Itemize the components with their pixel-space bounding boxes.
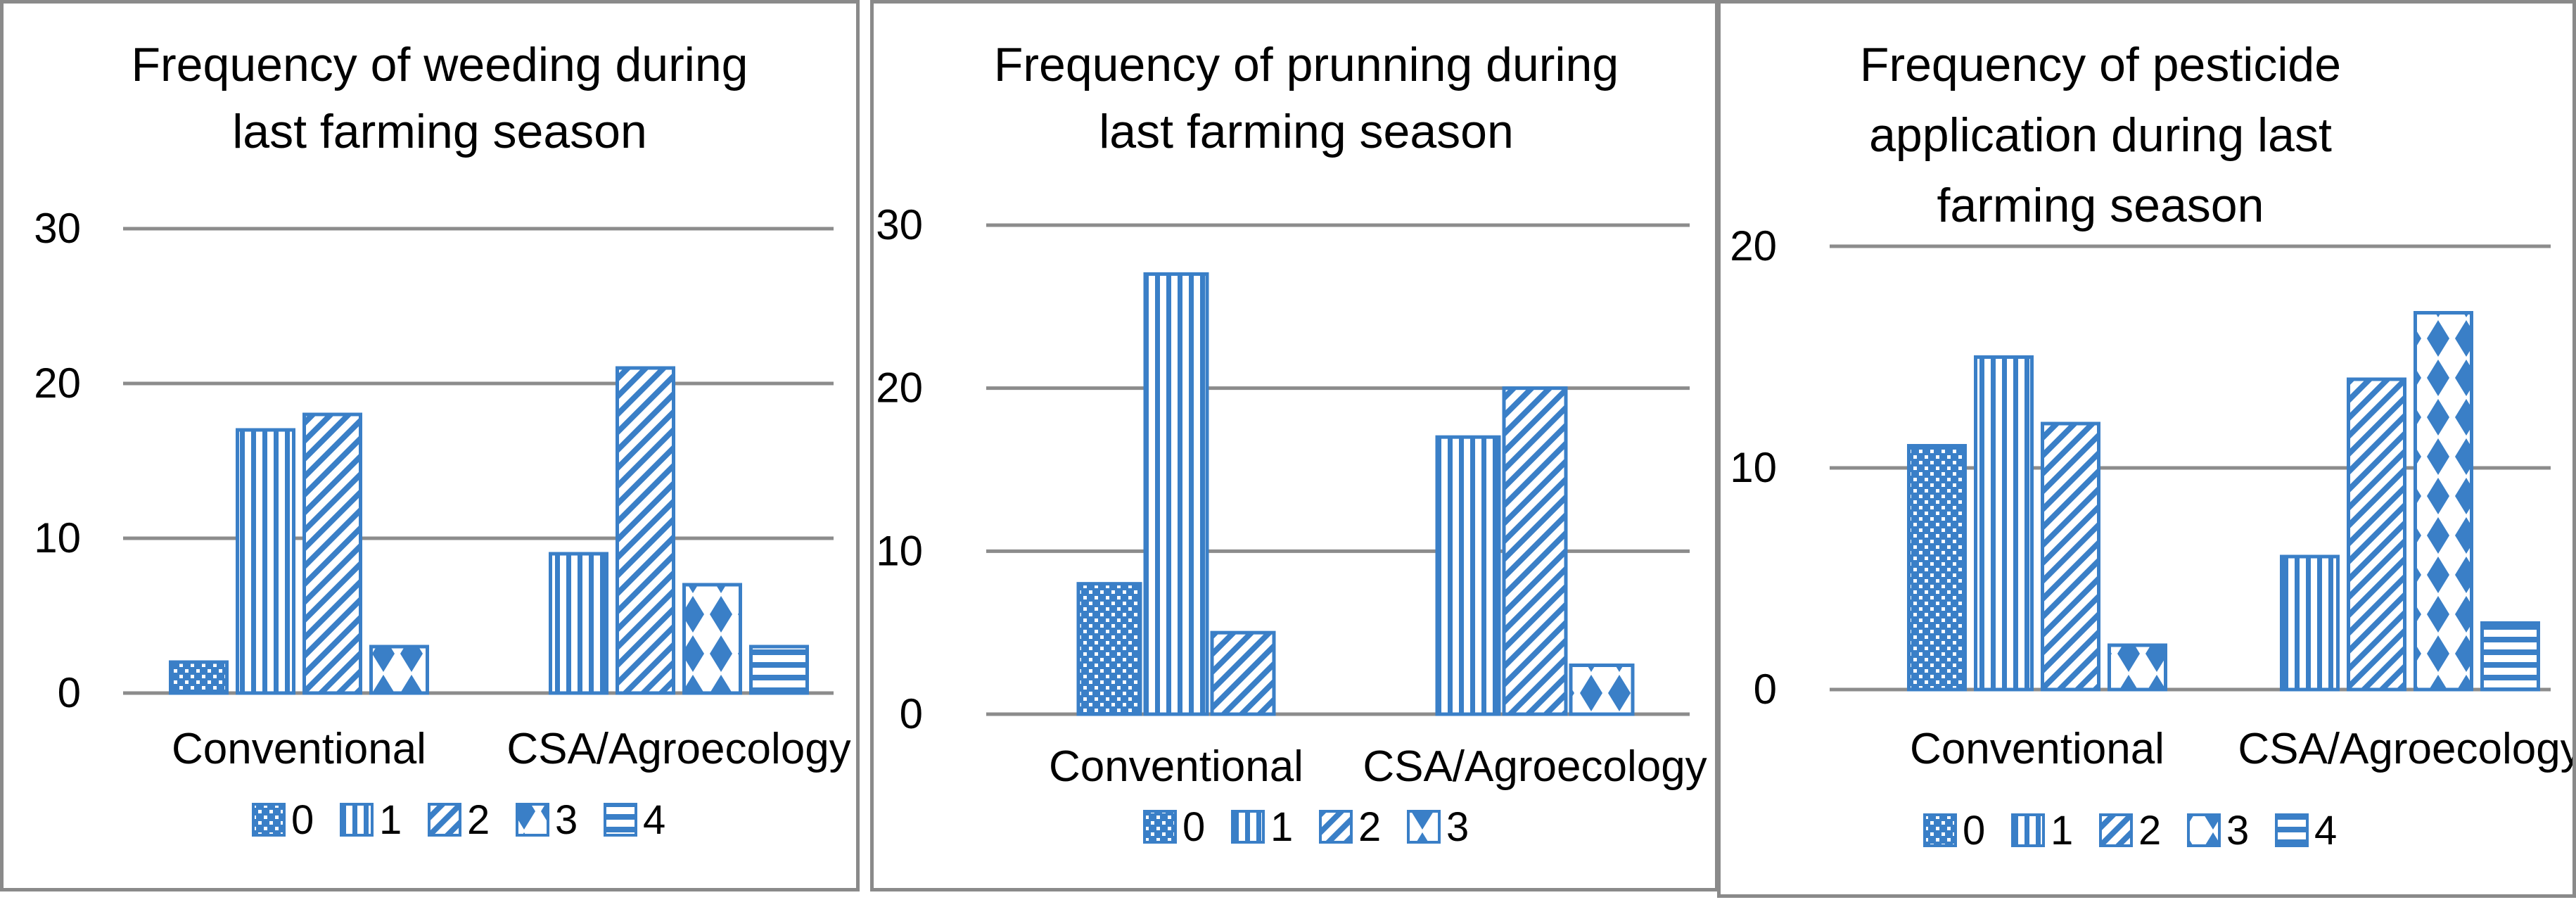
legend-swatch-0: [252, 803, 286, 837]
bar-series-2-csa-agroecology: [2347, 377, 2406, 692]
bar-series-3-csa-agroecology: [1569, 664, 1635, 716]
bar-series-3-conventional: [369, 645, 429, 695]
legend-swatch-0: [1923, 813, 1957, 847]
y-tick-label: 30: [876, 201, 923, 248]
legend-swatch-1: [1231, 810, 1265, 844]
bar-series-1-csa-agroecology: [549, 552, 608, 695]
legend-label-2: 2: [467, 797, 490, 843]
bar-series-2-conventional: [2041, 421, 2100, 692]
bar-series-0-conventional: [1076, 582, 1142, 716]
y-tick-label: 20: [876, 364, 923, 412]
chart-title-line: last farming season: [1099, 105, 1514, 158]
legend-swatch-2: [1319, 810, 1353, 844]
y-tick-label: 20: [1730, 222, 1777, 269]
legend-swatch-3: [2187, 813, 2221, 847]
chart-title-line: Frequency of prunning during: [994, 38, 1619, 91]
chart-panel-weeding: Frequency of weeding during last farming…: [0, 0, 860, 891]
category-label: CSA/Agroecology: [506, 725, 850, 773]
legend-label-0: 0: [291, 797, 314, 843]
legend-label-4: 4: [643, 797, 665, 843]
legend-label-0: 0: [1182, 804, 1205, 850]
chart-svg-prunning: Frequency of prunning during last farmin…: [876, 38, 1707, 850]
legend-label-2: 2: [1358, 804, 1381, 850]
chart-panel-prunning: Frequency of prunning during last farmin…: [870, 0, 1719, 891]
legend-swatch-0: [1143, 810, 1177, 844]
y-tick-label: 0: [900, 690, 923, 737]
legend-swatch-2: [428, 803, 461, 837]
legend-label-4: 4: [2314, 808, 2337, 853]
legend-swatch-1: [2011, 813, 2045, 847]
bar-series-0-conventional: [1907, 444, 1967, 692]
y-tick-label: 20: [34, 360, 81, 407]
bar-series-3-conventional: [2108, 643, 2167, 692]
bar-series-0-conventional: [169, 660, 229, 695]
bar-series-2-conventional: [302, 412, 362, 695]
chart-title-line: application during last: [1869, 108, 2332, 162]
legend-swatch-2: [2099, 813, 2133, 847]
y-tick-label: 0: [58, 669, 81, 716]
chart-title-line: last farming season: [232, 105, 647, 158]
y-tick-label: 0: [1754, 666, 1777, 713]
legend-swatch-3: [516, 803, 549, 837]
chart-title-line: Frequency of weeding during: [132, 38, 748, 91]
chart-svg-weeding: Frequency of weeding during last farming…: [34, 38, 850, 843]
legend-swatch-4: [604, 803, 637, 837]
legend-label-0: 0: [1963, 808, 1985, 853]
legend-label-3: 3: [555, 797, 578, 843]
legend-swatch-3: [1407, 810, 1441, 844]
legend-label-1: 1: [2051, 808, 2073, 853]
category-label: CSA/Agroecology: [1363, 742, 1707, 791]
category-label: Conventional: [172, 725, 426, 773]
bar-series-2-csa-agroecology: [1502, 386, 1568, 716]
y-tick-label: 10: [1730, 444, 1777, 491]
legend-label-1: 1: [1270, 804, 1293, 850]
legend-label-2: 2: [2138, 808, 2161, 853]
legend-swatch-4: [2275, 813, 2309, 847]
chart-title-line: farming season: [1937, 179, 2264, 232]
y-tick-label: 10: [876, 527, 923, 574]
bar-series-1-conventional: [236, 428, 295, 695]
y-tick-label: 30: [34, 205, 81, 252]
legend-label-3: 3: [1446, 804, 1469, 850]
bar-series-3-csa-agroecology: [2414, 311, 2473, 692]
bar-series-2-csa-agroecology: [616, 366, 675, 695]
bar-series-1-conventional: [1974, 355, 2034, 692]
bar-series-1-csa-agroecology: [1435, 435, 1501, 716]
bar-series-4-csa-agroecology: [2480, 621, 2540, 692]
bar-series-1-conventional: [1143, 272, 1209, 716]
category-label: CSA/Agroecology: [2238, 725, 2572, 773]
bar-series-3-csa-agroecology: [682, 583, 742, 695]
chart-panel-pesticide: Frequency of pesticide application durin…: [1717, 0, 2576, 898]
bar-series-2-conventional: [1210, 630, 1276, 716]
chart-svg-pesticide: Frequency of pesticide application durin…: [1730, 38, 2572, 853]
chart-title-line: Frequency of pesticide: [1860, 38, 2341, 91]
legend-swatch-1: [340, 803, 374, 837]
category-label: Conventional: [1049, 742, 1303, 791]
bar-series-4-csa-agroecology: [749, 645, 809, 695]
bar-series-1-csa-agroecology: [2280, 554, 2340, 692]
category-label: Conventional: [1910, 725, 2164, 773]
y-tick-label: 10: [34, 514, 81, 561]
legend-label-3: 3: [2226, 808, 2249, 853]
legend-label-1: 1: [379, 797, 402, 843]
